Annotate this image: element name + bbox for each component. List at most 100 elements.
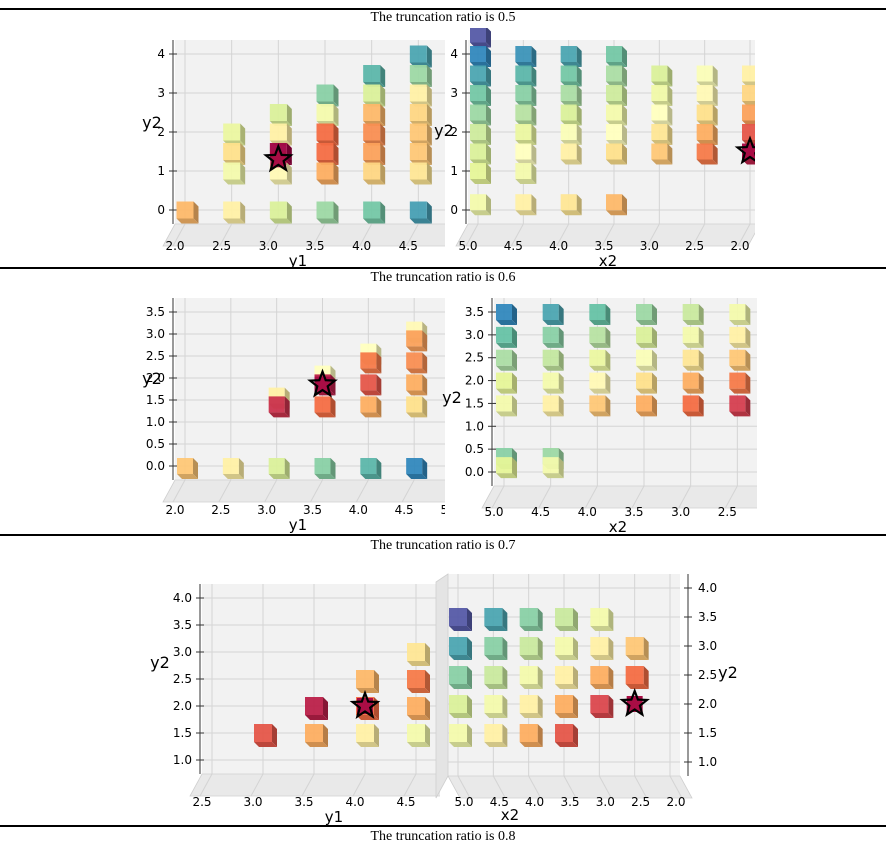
data-point (729, 349, 751, 371)
y-tick-label: 3.5 (465, 305, 484, 319)
data-point (519, 695, 543, 718)
x-tick-label: 4.0 (345, 795, 364, 809)
data-point (555, 695, 578, 718)
x-tick-label: 2.5 (631, 795, 650, 809)
data-point (449, 695, 472, 718)
data-point (470, 28, 491, 48)
y-tick-label: 4.0 (173, 591, 192, 605)
y-tick-label: 0 (450, 203, 458, 217)
x-tick-label: 3.5 (303, 503, 322, 517)
data-point (606, 143, 627, 165)
chart-ratio-0.7-x2-y2: 1.0 1.5 2.0 2.5 3.0 3.5 4.0 5.0 4.5 4.0 3.5 3.0 2.5 2… (435, 573, 738, 824)
data-point (560, 104, 582, 126)
x-tick-label: 4.0 (549, 239, 568, 253)
data-point (177, 458, 198, 479)
data-point (560, 65, 582, 87)
data-point (470, 194, 491, 216)
floor-grid-line (510, 223, 524, 247)
data-point (409, 84, 432, 107)
y-tick-label: 3.0 (146, 327, 165, 341)
data-point (560, 46, 582, 67)
floor-grid-line (678, 485, 692, 509)
y-tick-label: 2.5 (698, 668, 717, 682)
y-tick-label: 0.5 (146, 437, 165, 451)
data-point (496, 304, 517, 325)
data-point (268, 458, 290, 479)
caption-rule (0, 267, 886, 269)
caption-ratio-0.8: The truncation ratio is 0.8 (370, 829, 516, 844)
data-point (406, 330, 428, 352)
data-point (406, 352, 428, 374)
data-point (590, 666, 614, 689)
data-point (470, 46, 491, 67)
data-point (363, 65, 386, 87)
data-point (360, 374, 382, 396)
y-axis-label: y2 (142, 369, 162, 388)
y-tick-label: 1.5 (465, 396, 484, 410)
x-tick-label: 4.0 (578, 505, 597, 519)
y-tick-label: 0 (157, 203, 165, 217)
data-point (407, 670, 430, 693)
data-point (696, 143, 718, 165)
data-point (742, 85, 755, 106)
y-tick-label: 2 (450, 125, 458, 139)
data-point (542, 457, 564, 479)
data-point (682, 326, 704, 348)
floor-grid-line (199, 773, 213, 797)
data-point (515, 104, 537, 126)
x-tick-label: 3.5 (594, 239, 613, 253)
y-tick-label: 1.0 (698, 755, 717, 769)
x-axis-label: x2 (599, 252, 617, 268)
floor-grid-line (352, 773, 366, 797)
data-point (560, 194, 582, 216)
y-tick-label: 1.5 (173, 726, 192, 740)
x-tick-label: 3.5 (305, 239, 324, 253)
side-pane (435, 573, 449, 799)
data-point (360, 352, 382, 374)
floor-grid-line (219, 223, 233, 247)
data-point (254, 724, 277, 747)
plot-pane (494, 298, 757, 486)
data-point (606, 194, 627, 216)
data-point (625, 666, 649, 689)
data-point (519, 637, 543, 660)
floor-grid-line (250, 773, 264, 797)
y-tick-label: 1.0 (465, 419, 484, 433)
data-point (606, 65, 627, 87)
data-point (496, 326, 517, 348)
x-tick-label: 4.5 (531, 505, 550, 519)
floor-pane (481, 485, 757, 509)
data-point (636, 304, 657, 325)
data-point (696, 124, 718, 145)
data-point (625, 637, 649, 660)
star-marker (349, 689, 381, 720)
caption-rule (0, 8, 886, 10)
data-point (729, 372, 751, 394)
data-point (363, 84, 386, 107)
data-point (606, 104, 627, 126)
data-point (651, 143, 673, 165)
floor-grid-line (457, 775, 471, 799)
data-point (555, 637, 578, 660)
data-point (470, 163, 491, 184)
data-point (409, 45, 432, 68)
data-point (316, 123, 339, 146)
x-tick-label: 3.5 (294, 795, 313, 809)
data-point (515, 46, 537, 67)
floor-grid-line (491, 485, 505, 509)
y-tick-label: 4 (450, 47, 458, 61)
data-point (651, 124, 673, 145)
y-tick-label: 2.5 (173, 672, 192, 686)
x-tick-label: 4.5 (396, 795, 415, 809)
y-tick-label: 0.0 (465, 465, 484, 479)
floor-grid-line (598, 775, 612, 799)
y-tick-label: 3.0 (698, 639, 717, 653)
data-point (407, 697, 430, 720)
data-point (606, 46, 627, 67)
data-point (316, 201, 339, 224)
y-tick-label: 0.5 (465, 442, 484, 456)
floor-pane (162, 223, 445, 247)
x-tick-label: 2.5 (718, 505, 737, 519)
y-tick-label: 1 (450, 164, 458, 178)
data-point (484, 608, 508, 631)
